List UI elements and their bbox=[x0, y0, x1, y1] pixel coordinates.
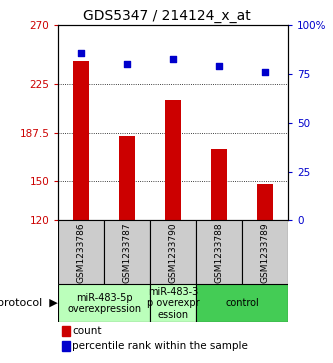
Text: GSM1233787: GSM1233787 bbox=[123, 222, 132, 283]
Text: GSM1233789: GSM1233789 bbox=[260, 222, 270, 283]
Bar bbox=[165, 99, 181, 220]
FancyBboxPatch shape bbox=[150, 285, 196, 322]
FancyBboxPatch shape bbox=[150, 220, 196, 285]
Bar bbox=[211, 149, 227, 220]
Point bbox=[216, 64, 222, 69]
Bar bbox=[73, 61, 89, 220]
Point bbox=[262, 69, 268, 75]
FancyBboxPatch shape bbox=[196, 285, 288, 322]
Point bbox=[170, 56, 176, 61]
Text: GDS5347 / 214124_x_at: GDS5347 / 214124_x_at bbox=[83, 9, 250, 23]
Text: count: count bbox=[72, 326, 102, 336]
Bar bbox=[62, 326, 70, 336]
Text: miR-483-3
p overexpr
ession: miR-483-3 p overexpr ession bbox=[147, 287, 199, 320]
Text: GSM1233790: GSM1233790 bbox=[168, 222, 178, 283]
FancyBboxPatch shape bbox=[196, 220, 242, 285]
FancyBboxPatch shape bbox=[58, 220, 104, 285]
Bar bbox=[257, 184, 273, 220]
Text: protocol  ▶: protocol ▶ bbox=[0, 298, 57, 308]
Text: GSM1233788: GSM1233788 bbox=[214, 222, 224, 283]
Bar bbox=[62, 342, 70, 351]
FancyBboxPatch shape bbox=[242, 220, 288, 285]
Text: control: control bbox=[225, 298, 259, 308]
Bar bbox=[119, 136, 135, 220]
Text: percentile rank within the sample: percentile rank within the sample bbox=[72, 341, 248, 351]
Text: GSM1233786: GSM1233786 bbox=[77, 222, 86, 283]
Point bbox=[79, 50, 84, 56]
FancyBboxPatch shape bbox=[58, 285, 150, 322]
Text: miR-483-5p
overexpression: miR-483-5p overexpression bbox=[67, 293, 141, 314]
FancyBboxPatch shape bbox=[104, 220, 150, 285]
Point bbox=[125, 61, 130, 67]
